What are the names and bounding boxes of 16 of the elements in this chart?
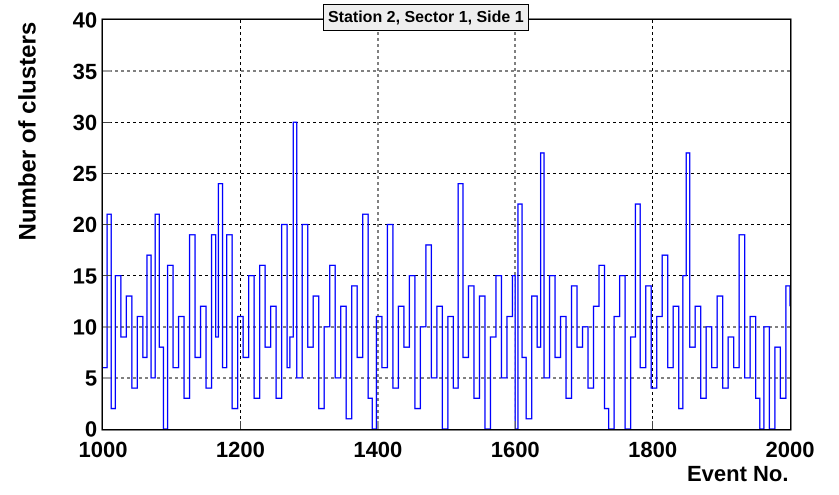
y-tick-label: 30 [72,110,98,135]
y-tick-label: 35 [72,58,98,84]
x-tick-label: 2000 [766,436,814,462]
x-axis-title: Event No. [687,461,788,486]
x-tick-label: 1200 [216,436,265,462]
y-tick-label: 15 [72,263,98,288]
y-axis-title: Number of clusters [14,22,42,240]
x-tick-label: 1800 [628,436,678,462]
chart-title: Station 2, Sector 1, Side 1 [328,9,524,26]
y-tick-label: 25 [72,161,98,186]
y-tick-label: 5 [84,366,98,391]
y-tick-label: 40 [72,8,98,33]
x-tick-label: 1400 [353,436,402,462]
y-tick-label: 20 [72,212,98,238]
y-tick-label: 10 [72,314,98,340]
x-tick-label: 1600 [490,436,540,462]
